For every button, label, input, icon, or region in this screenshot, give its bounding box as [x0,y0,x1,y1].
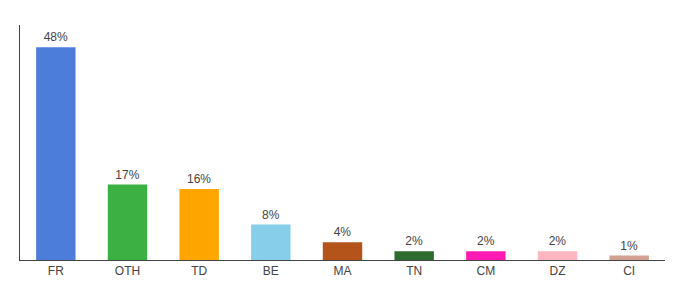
svg-text:2%: 2% [405,234,423,248]
svg-text:17%: 17% [115,168,139,182]
svg-text:TD: TD [191,264,207,278]
svg-text:2%: 2% [549,234,567,248]
svg-text:FR: FR [48,264,64,278]
svg-text:BE: BE [263,264,279,278]
svg-text:48%: 48% [44,30,68,44]
svg-text:2%: 2% [477,234,495,248]
svg-text:TN: TN [406,264,422,278]
svg-text:1%: 1% [620,239,638,253]
svg-text:16%: 16% [187,172,211,186]
svg-text:CM: CM [476,264,495,278]
svg-text:OTH: OTH [115,264,140,278]
svg-text:MA: MA [334,264,352,278]
svg-text:8%: 8% [262,208,280,222]
svg-text:CI: CI [623,264,635,278]
svg-text:4%: 4% [334,225,352,239]
svg-text:DZ: DZ [550,264,566,278]
